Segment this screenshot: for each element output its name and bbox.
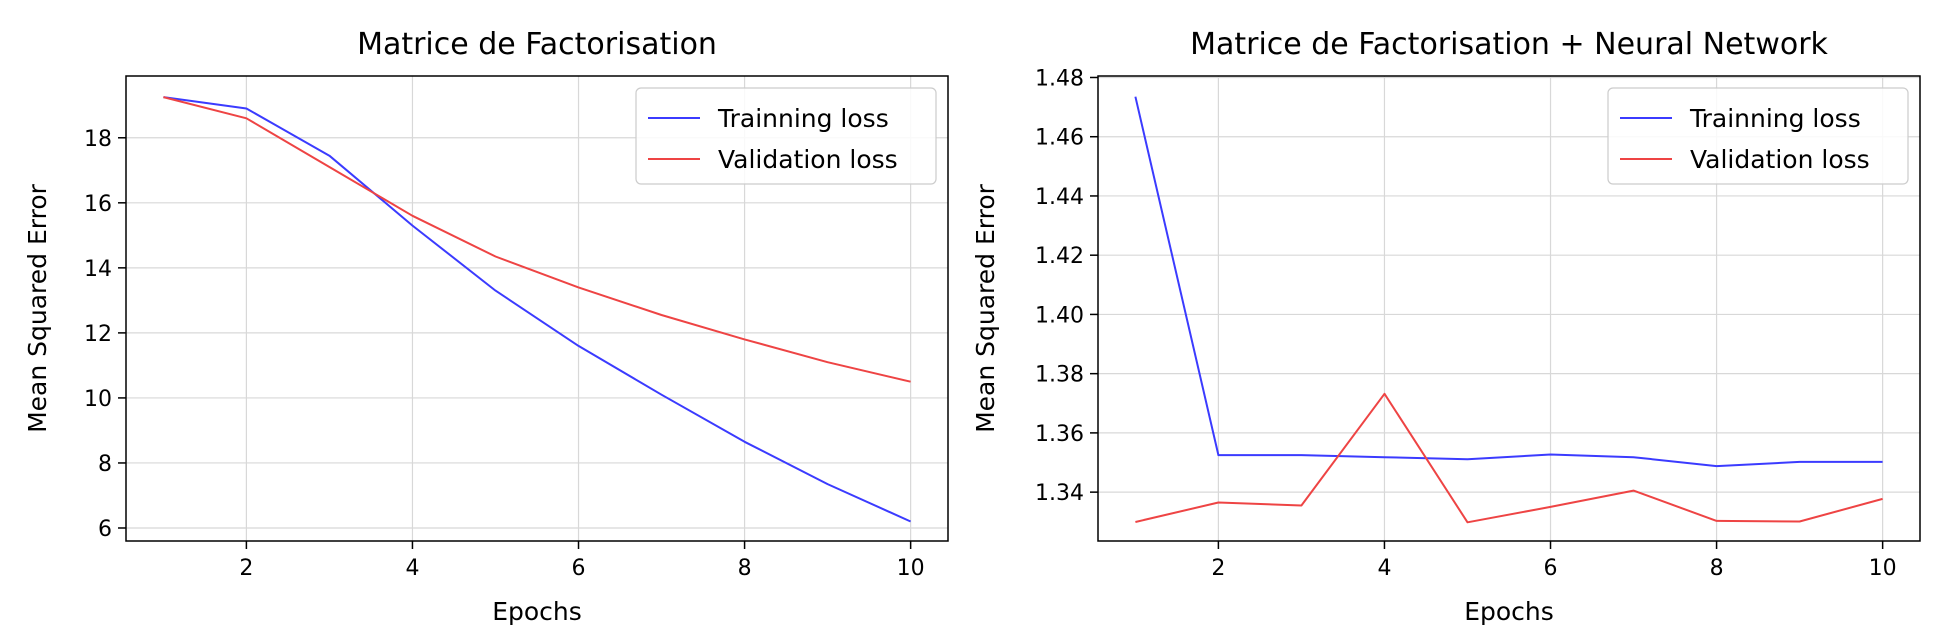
series-line-training	[1134, 96, 1883, 468]
chart-left: 2 4 6 8 10 6 8 10 12 14 16 18 Matrice de Factorisat…	[23, 27, 949, 626]
ticks: 2 4 6 8 10 6 8 10 12 14 16 18	[84, 127, 925, 581]
legend: Trainning loss Validation loss	[635, 87, 937, 185]
legend-box	[635, 87, 937, 185]
x-axis-label: Epochs	[492, 597, 582, 626]
y-tick-label: 10	[84, 387, 112, 412]
series-line-training	[163, 96, 912, 523]
series-line-validation	[163, 96, 911, 383]
x-tick-label: 6	[1544, 556, 1558, 581]
x-tick-label: 10	[1869, 556, 1897, 581]
legend-entry: Trainning loss	[717, 104, 889, 133]
y-tick-label: 1.42	[1035, 244, 1084, 269]
axes-frame	[125, 75, 949, 542]
chart-title: Matrice de Factorisation	[357, 27, 717, 62]
x-tick-label: 10	[897, 556, 925, 581]
y-tick-label: 12	[84, 322, 112, 347]
legend-entry: Trainning loss	[1689, 104, 1861, 133]
y-tick-label: 1.44	[1035, 185, 1084, 210]
y-tick-label: 1.48	[1035, 66, 1084, 91]
y-axis-label: Mean Squared Error	[971, 183, 1000, 433]
legend: Trainning loss Validation loss	[1607, 87, 1909, 185]
y-axis-label: Mean Squared Error	[23, 183, 52, 433]
chart-title: Matrice de Factorisation + Neural Networ…	[1190, 27, 1828, 62]
y-tick-label: 1.46	[1035, 126, 1084, 151]
y-tick-label: 16	[84, 192, 112, 217]
y-tick-label: 6	[98, 517, 112, 542]
legend-box	[1607, 87, 1909, 185]
x-axis-label: Epochs	[1464, 597, 1554, 626]
y-tick-label: 8	[98, 452, 112, 477]
y-tick-label: 14	[84, 257, 112, 282]
y-tick-label: 18	[84, 127, 112, 152]
series-line-validation	[1135, 392, 1883, 524]
x-tick-label: 6	[572, 556, 586, 581]
x-tick-label: 4	[405, 556, 419, 581]
x-tick-label: 2	[1211, 556, 1225, 581]
x-tick-label: 4	[1377, 556, 1391, 581]
ticks: 2 4 6 8 10 1.34 1.36 1.38 1.40 1.42 1.44 1.46 1.48	[1035, 66, 1897, 581]
axes-frame	[1097, 75, 1921, 542]
chart-right: 2 4 6 8 10 1.34 1.36 1.38 1.40 1.42 1.44 1.46 1.48 M…	[971, 27, 1921, 626]
legend-entry: Validation loss	[718, 145, 898, 174]
grid	[126, 76, 948, 541]
y-tick-label: 1.40	[1035, 303, 1084, 328]
y-tick-label: 1.34	[1035, 481, 1084, 506]
x-tick-label: 8	[1710, 556, 1724, 581]
x-tick-label: 8	[738, 556, 752, 581]
y-tick-label: 1.36	[1035, 422, 1084, 447]
x-tick-label: 2	[239, 556, 253, 581]
y-tick-label: 1.38	[1035, 363, 1084, 388]
legend-entry: Validation loss	[1690, 145, 1870, 174]
